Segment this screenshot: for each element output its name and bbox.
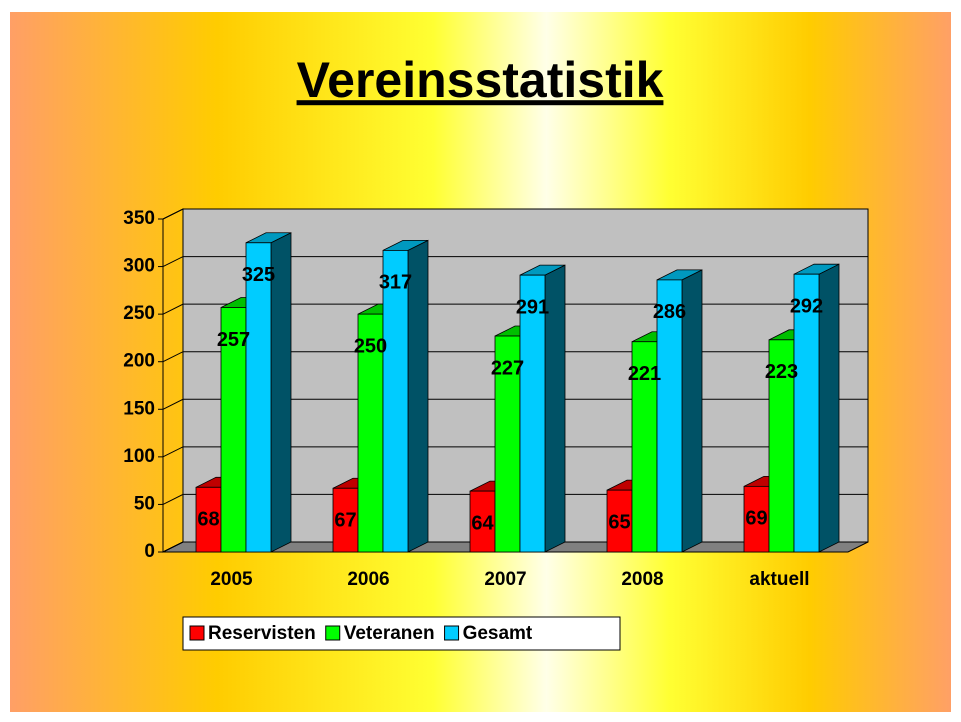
x-tick-label: aktuell: [749, 569, 809, 590]
bar: [494, 335, 521, 553]
x-tick-label: 2008: [621, 569, 663, 590]
data-label: 67: [334, 510, 356, 532]
data-label: 68: [197, 509, 219, 531]
bar: [195, 486, 222, 553]
x-tick-label: 2006: [347, 569, 389, 590]
data-label: 286: [653, 301, 686, 323]
y-tick-label: 300: [123, 256, 155, 277]
grid-line: [162, 303, 868, 315]
legend-box: [182, 616, 621, 651]
bar: [469, 490, 496, 553]
y-tick-label: 350: [123, 208, 155, 229]
data-label: 291: [516, 296, 549, 318]
data-label: 250: [354, 335, 387, 357]
data-label: 227: [491, 357, 524, 379]
y-tick-label: 0: [144, 541, 155, 562]
data-label: 223: [765, 361, 798, 383]
data-label: 257: [217, 329, 250, 351]
legend-swatch: [189, 625, 205, 641]
grid-line: [162, 256, 868, 268]
data-label: 65: [608, 511, 630, 533]
data-label: 69: [745, 508, 767, 530]
y-tick-label: 100: [123, 446, 155, 467]
legend-swatch: [325, 625, 341, 641]
bar: [793, 273, 820, 553]
legend-label: Gesamt: [463, 623, 533, 644]
bar: [519, 274, 546, 553]
y-tick-label: 150: [123, 398, 155, 419]
y-tick-label: 250: [123, 303, 155, 324]
bar: [631, 341, 658, 553]
grid-line: [162, 208, 868, 220]
bar: [220, 307, 247, 553]
bar: [606, 489, 633, 553]
y-tick-label: 50: [134, 493, 155, 514]
data-label: 292: [790, 295, 823, 317]
legend: Reservisten Veteranen Gesamt: [182, 616, 621, 651]
bar: [357, 313, 384, 553]
data-label: 317: [379, 272, 412, 294]
data-label: 221: [628, 363, 661, 385]
chart-title: Vereinsstatistik: [297, 52, 664, 108]
data-label: 64: [471, 512, 494, 534]
bar: [743, 485, 770, 553]
legend-label: Veteranen: [344, 623, 435, 644]
y-tick-label: 200: [123, 351, 155, 372]
x-tick-label: 2007: [484, 569, 526, 590]
legend-swatch: [444, 625, 460, 641]
x-tick-label: 2005: [210, 569, 253, 590]
bar: [382, 249, 409, 553]
bar: [245, 242, 272, 553]
bar: [656, 279, 683, 553]
legend-label: Reservisten: [208, 623, 316, 644]
bar: [332, 487, 359, 553]
data-label: 325: [242, 264, 275, 286]
